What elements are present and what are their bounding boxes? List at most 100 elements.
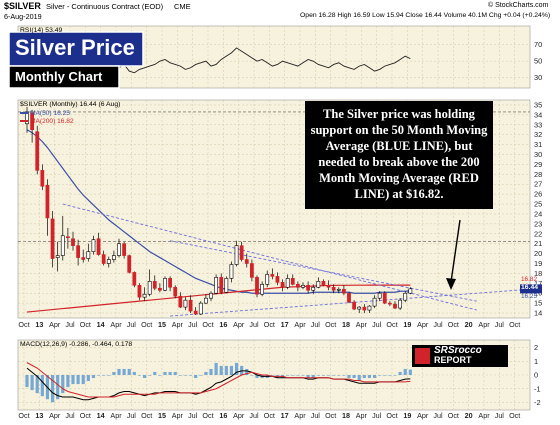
candle-body: [193, 310, 198, 315]
rsi-label: RSI(14) 53.49: [20, 27, 63, 34]
candle-body: [55, 255, 60, 258]
macd-x-tick-label: Oct: [264, 411, 275, 420]
price-y-tick-label: 22: [534, 229, 542, 238]
macd-x-tick-label: Apr: [478, 411, 490, 420]
x-tick-label: Jul: [372, 320, 382, 329]
candle-body: [398, 299, 402, 309]
candle-body: [198, 302, 203, 315]
x-tick-label: 17: [281, 320, 289, 329]
price-y-tick-label: 14: [534, 309, 542, 318]
candle-body: [290, 278, 295, 285]
candle-body: [86, 251, 91, 259]
candle-body: [25, 111, 29, 125]
macd-x-tick-label: 19: [403, 411, 411, 420]
price-y-tick-label: 35: [534, 100, 542, 109]
macd-x-tick-label: Jul: [249, 411, 259, 420]
chart-title: Silver Price: [15, 35, 135, 60]
macd-histogram-bar: [71, 375, 75, 385]
macd-histogram-bar: [316, 375, 320, 376]
price-y-tick-label: 28: [534, 170, 542, 179]
macd-x-tick-label: Jul: [188, 411, 198, 420]
candle-body: [112, 255, 116, 260]
candle-body: [403, 292, 408, 301]
candle-body: [117, 243, 121, 256]
subtitle-box: [8, 65, 120, 89]
macd-histogram-bar: [388, 375, 392, 376]
ma200-value-tag: 16.82: [521, 276, 537, 283]
trendlines: [62, 203, 531, 317]
ohlc-label: Open 16.28 High 16.59 Low 15.94 Close 16…: [300, 12, 551, 19]
macd-histogram-bar: [224, 365, 228, 375]
candle-body: [127, 255, 132, 273]
macd-x-tick-label: 14: [97, 411, 105, 420]
macd-line: [26, 367, 411, 401]
price-y-tick-label: 20: [534, 249, 542, 258]
candle-body: [316, 281, 321, 288]
macd-histogram-bar: [383, 375, 387, 376]
x-tick-label: 18: [342, 320, 350, 329]
candle-body: [255, 277, 259, 295]
macd-histogram-bar: [209, 368, 213, 375]
candle-body: [382, 292, 387, 304]
trendline: [62, 203, 477, 311]
candle-body: [234, 245, 239, 265]
macd-y-tick-label: 0: [534, 371, 538, 380]
x-tick-label: Apr: [417, 320, 429, 329]
macd-x-tick-label: Oct: [80, 411, 91, 420]
macd-histogram-bar: [398, 371, 402, 375]
x-tick-label: Apr: [172, 320, 184, 329]
price-y-tick-label: 27: [534, 180, 542, 189]
macd-histogram-bar: [311, 375, 315, 379]
macd-histogram-bar: [393, 375, 397, 376]
macd-x-tick-label: Apr: [417, 411, 429, 420]
macd-series: [25, 362, 412, 403]
candle-body: [326, 284, 331, 288]
x-tick-label: Jul: [127, 320, 137, 329]
macd-histogram-bar: [194, 375, 198, 379]
macd-histogram-bar: [148, 375, 152, 376]
annotation-text: The Silver price was holding support on …: [310, 107, 488, 201]
price-y-tick-label: 25: [534, 200, 542, 209]
macd-histogram-bar: [352, 375, 356, 379]
candle-body: [142, 293, 147, 298]
legend-ma50: MA(50) 16.25: [20, 110, 70, 117]
macd-histogram-bar: [291, 375, 295, 376]
candle-body: [60, 235, 65, 256]
last-price-value: 16.44: [521, 284, 539, 291]
macd-x-tick-label: Apr: [110, 411, 122, 420]
price-y-tick-label: 33: [534, 120, 542, 129]
x-tick-label: 15: [158, 320, 166, 329]
macd-histogram-bar: [35, 375, 39, 394]
macd-x-tick-label: Oct: [509, 411, 520, 420]
candle-body: [96, 238, 101, 255]
macd-histogram-bar: [378, 375, 382, 376]
ma50-line: [26, 129, 411, 294]
candle-body: [91, 239, 96, 252]
price-y-tick-label: 19: [534, 259, 542, 268]
macd-x-tick-label: Apr: [233, 411, 245, 420]
candle-body: [71, 238, 75, 246]
candle-body: [285, 278, 290, 288]
x-tick-label: Oct: [80, 320, 91, 329]
macd-histogram-bar: [30, 375, 34, 391]
macd-y-tick-label: 1: [534, 357, 538, 366]
macd-y-tick-label: -1: [534, 384, 541, 393]
macd-histogram-bar: [66, 375, 70, 388]
macd-histogram-bar: [250, 375, 254, 376]
candle-body: [219, 277, 224, 293]
candle-body: [214, 277, 218, 294]
candle-body: [367, 305, 372, 311]
x-tick-label: Oct: [325, 320, 336, 329]
macd-x-tick-label: 13: [35, 411, 43, 420]
x-tick-label: Jul: [433, 320, 443, 329]
candle-body: [101, 254, 106, 264]
last-price-tag: [520, 284, 542, 294]
macd-label: MACD(12,26,9) -0.286, -0.464, 0.178: [20, 341, 133, 348]
macd-histogram-bar: [25, 375, 29, 388]
macd-x-tick-label: Oct: [325, 411, 336, 420]
macd-histogram-bar: [408, 369, 412, 375]
ma50-value-tag: 16.25: [521, 293, 537, 300]
macd-histogram-bar: [81, 375, 85, 385]
macd-x-tick-label: Oct: [141, 411, 152, 420]
x-tick-label: Jul: [249, 320, 259, 329]
